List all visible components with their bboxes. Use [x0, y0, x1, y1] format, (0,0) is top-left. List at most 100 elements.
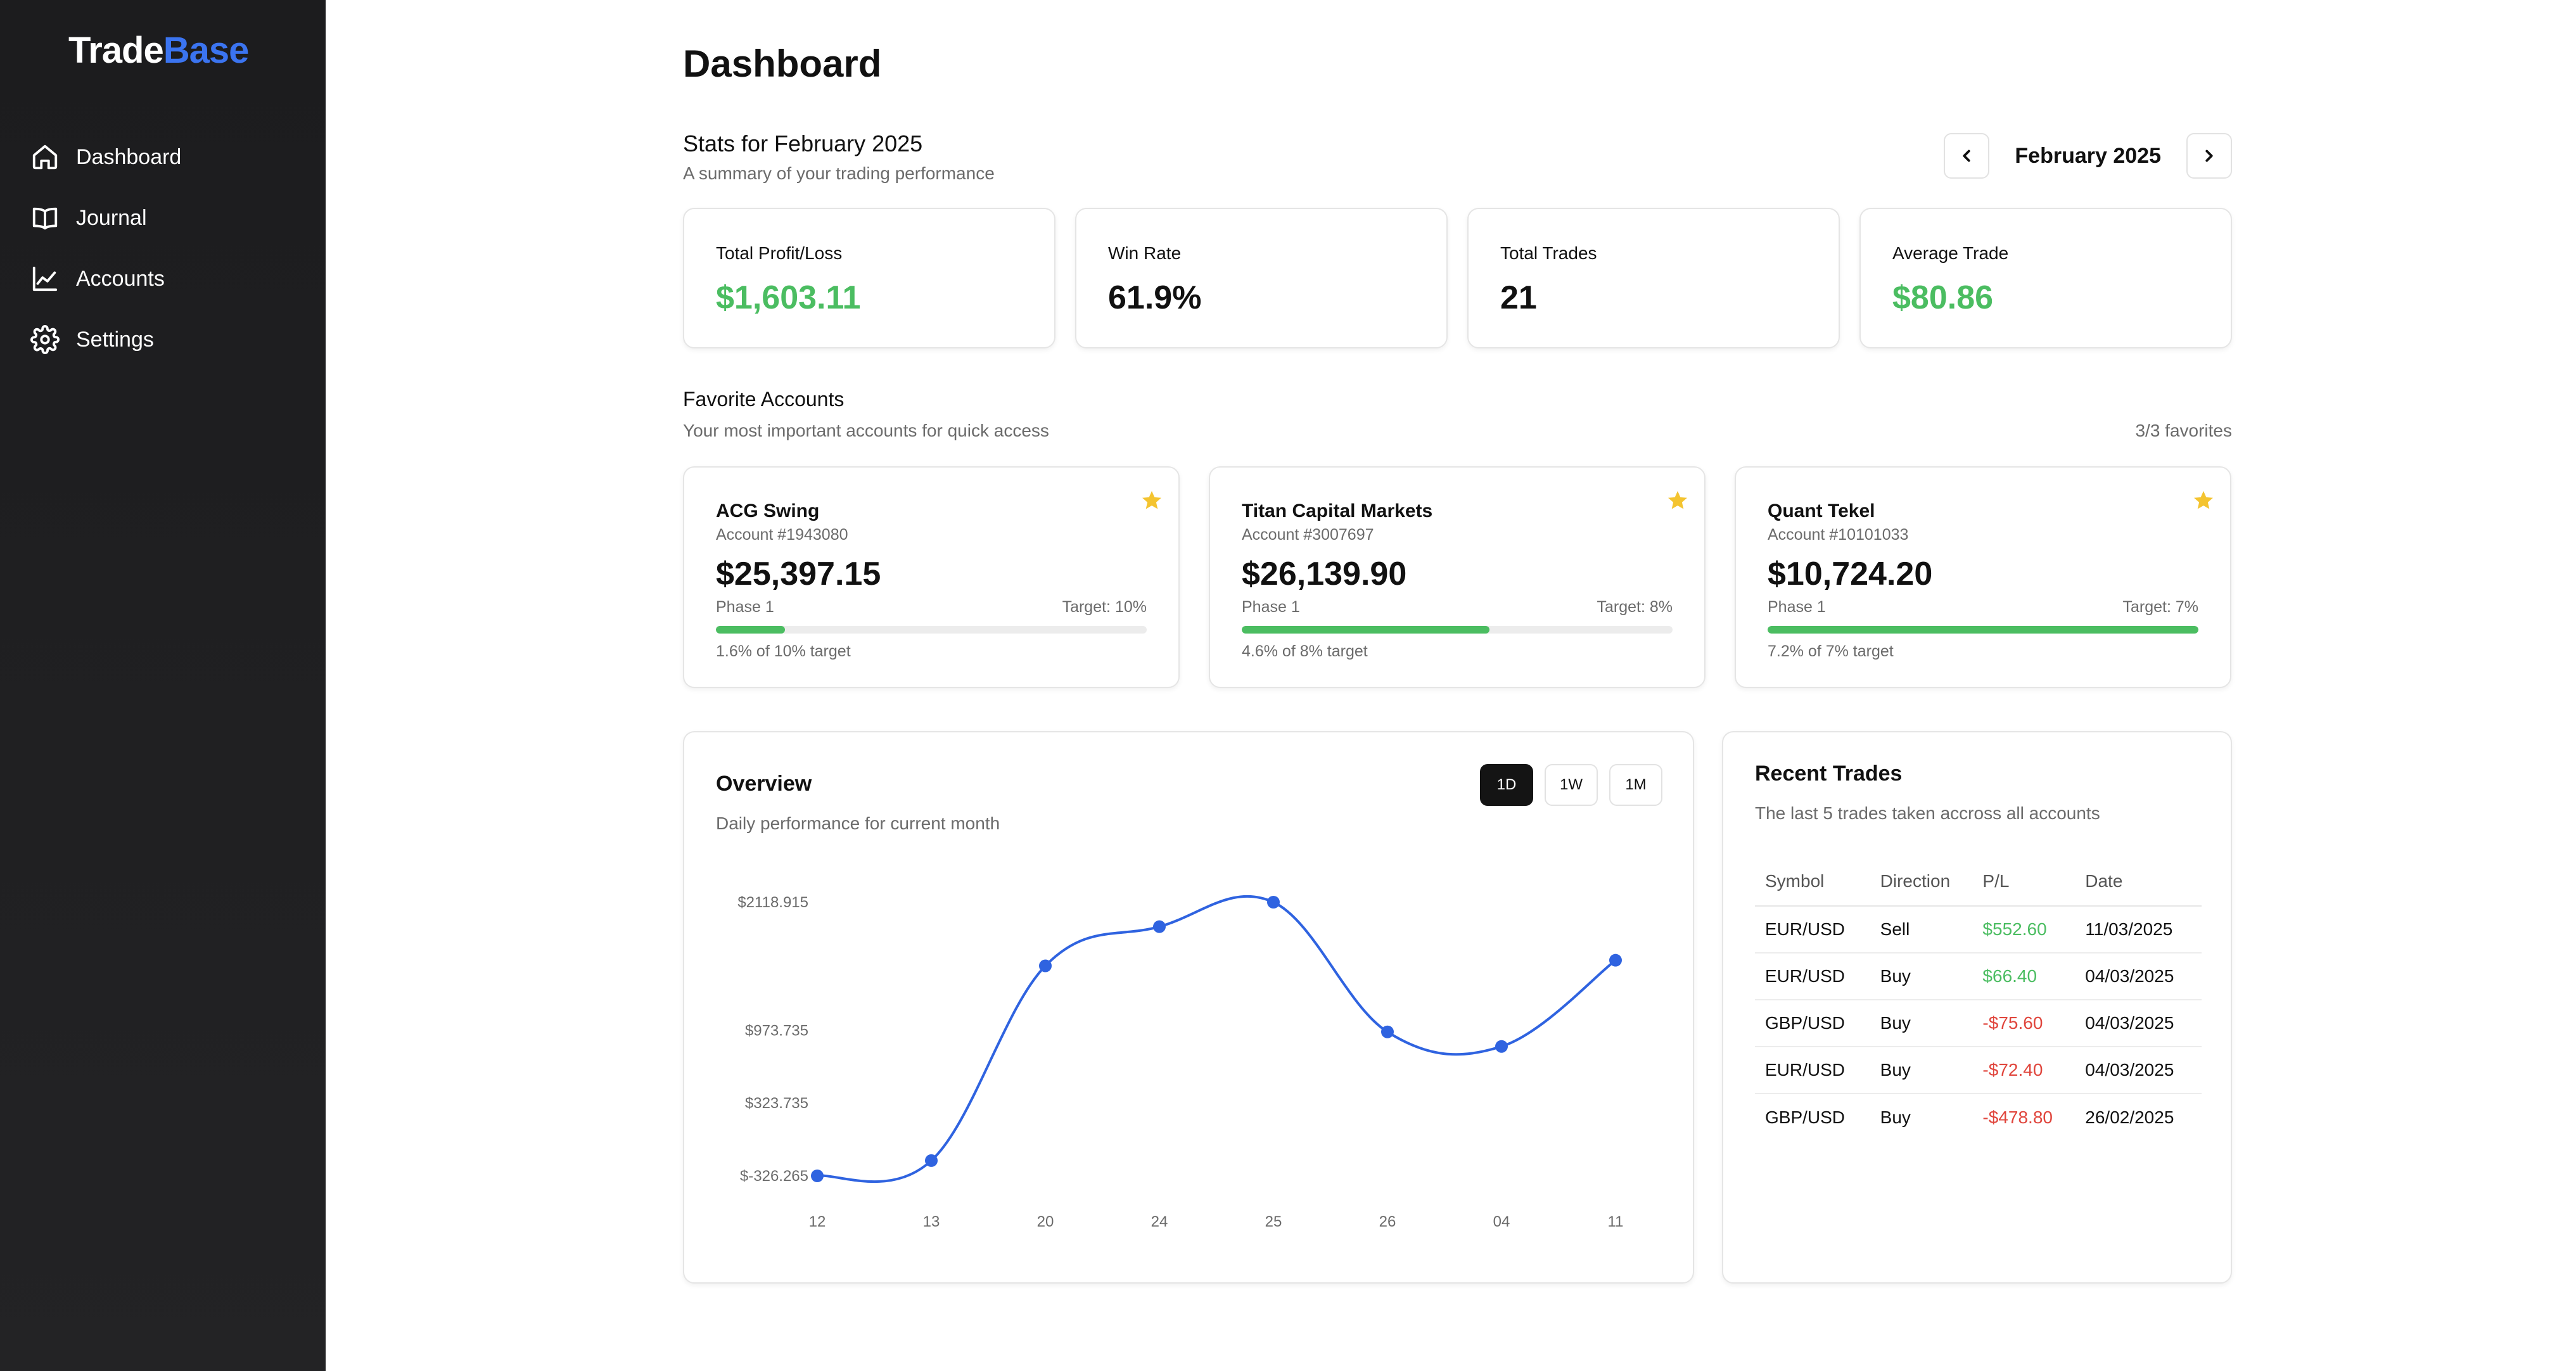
- trade-symbol: EUR/USD: [1755, 906, 1870, 953]
- sidebar-item-label: Settings: [76, 327, 154, 352]
- trade-direction: Sell: [1870, 906, 1973, 953]
- trade-pl: $552.60: [1972, 906, 2075, 953]
- trade-direction: Buy: [1870, 1000, 1973, 1047]
- account-card[interactable]: ACG Swing Account #1943080 $25,397.15 Ph…: [683, 466, 1180, 688]
- table-row[interactable]: GBP/USD Buy -$75.60 04/03/2025: [1755, 1000, 2202, 1047]
- account-name: Quant Tekel: [1768, 501, 1875, 521]
- trade-symbol: EUR/USD: [1755, 1047, 1870, 1094]
- trade-pl: -$478.80: [1982, 1107, 2053, 1127]
- data-point[interactable]: [1039, 959, 1052, 972]
- sidebar-item-journal[interactable]: Journal: [30, 188, 181, 248]
- column-header-direction: Direction: [1870, 857, 1973, 907]
- page-title: Dashboard: [683, 42, 882, 85]
- logo-accent: Base: [163, 30, 250, 71]
- x-tick-label: 20: [1037, 1213, 1054, 1230]
- account-progress-text: 1.6% of 10% target: [716, 642, 851, 660]
- data-point[interactable]: [811, 1170, 824, 1182]
- stat-card-average-trade: Average Trade $80.86: [1859, 208, 2232, 348]
- account-phase: Phase 1: [716, 598, 774, 616]
- data-point[interactable]: [1609, 953, 1622, 967]
- x-tick-label: 25: [1265, 1213, 1282, 1230]
- logo-main: Trade: [68, 30, 164, 71]
- x-tick-label: 13: [923, 1213, 940, 1230]
- range-1m-button[interactable]: 1M: [1609, 764, 1662, 806]
- trade-date: 04/03/2025: [2075, 953, 2202, 1000]
- chart-line-icon: [32, 266, 58, 291]
- sidebar-nav: Dashboard Journal Accounts Settings: [30, 127, 181, 370]
- chevron-right-icon: [2205, 150, 2213, 162]
- trade-date: 04/03/2025: [2075, 1000, 2202, 1047]
- account-card[interactable]: Titan Capital Markets Account #3007697 $…: [1209, 466, 1706, 688]
- progress-fill: [716, 626, 785, 634]
- table-row[interactable]: EUR/USD Buy -$72.40 04/03/2025: [1755, 1047, 2202, 1094]
- progress-fill: [1768, 626, 2198, 634]
- range-selector: 1D 1W 1M: [1480, 764, 1662, 806]
- data-point[interactable]: [1267, 896, 1280, 909]
- month-label: February 2025: [2015, 143, 2161, 168]
- sidebar-item-label: Dashboard: [76, 144, 182, 169]
- trade-symbol: GBP/USD: [1765, 1107, 1846, 1127]
- overview-panel: Overview Daily performance for current m…: [683, 731, 1694, 1284]
- stat-value: $1,603.11: [716, 279, 861, 316]
- account-balance: $10,724.20: [1768, 556, 1933, 592]
- progress-bar: [716, 626, 1147, 634]
- trade-date: 11/03/2025: [2075, 906, 2202, 953]
- gear-icon: [30, 325, 60, 354]
- next-month-button[interactable]: [2186, 133, 2232, 179]
- stat-card-total-trades: Total Trades 21: [1467, 208, 1840, 348]
- trade-direction: Buy: [1870, 1047, 1973, 1094]
- trade-direction: Buy: [1870, 953, 1973, 1000]
- favorites-count: 3/3 favorites: [2135, 421, 2232, 440]
- favorites-subtitle: Your most important accounts for quick a…: [683, 421, 1049, 440]
- favorites-title: Favorite Accounts: [683, 388, 845, 411]
- account-card[interactable]: Quant Tekel Account #10101033 $10,724.20…: [1735, 466, 2231, 688]
- data-point[interactable]: [925, 1154, 938, 1167]
- sidebar-item-label: Journal: [76, 205, 147, 230]
- account-name: ACG Swing: [716, 501, 820, 521]
- account-phase: Phase 1: [1242, 598, 1300, 616]
- trade-direction: Buy: [1880, 1107, 1911, 1127]
- star-icon[interactable]: [2192, 489, 2215, 512]
- trade-date: 04/03/2025: [2075, 1047, 2202, 1094]
- x-tick-label: 26: [1379, 1213, 1396, 1230]
- column-header-pl: P/L: [1972, 857, 2075, 907]
- home-icon: [32, 144, 58, 170]
- stat-label: Total Trades: [1500, 243, 1597, 263]
- x-tick-label: 04: [1493, 1213, 1510, 1230]
- overview-line-chart: $2118.915 $973.735 $323.735 $-326.265 12 13 20…: [737, 894, 1623, 1230]
- table-row[interactable]: EUR/USD Buy $66.40 04/03/2025: [1755, 953, 2202, 1000]
- data-point[interactable]: [1153, 920, 1166, 933]
- prev-month-button[interactable]: [1944, 133, 1990, 179]
- recent-trades-panel: Recent Trades The last 5 trades taken ac…: [1722, 731, 2232, 1284]
- app-logo[interactable]: TradeBase: [68, 29, 250, 72]
- stat-value: $80.86: [1892, 279, 1994, 316]
- stat-label: Win Rate: [1108, 243, 1182, 263]
- progress-bar: [1768, 626, 2198, 634]
- account-name: Titan Capital Markets: [1242, 501, 1433, 521]
- recent-trades-subtitle: The last 5 trades taken accross all acco…: [1755, 803, 2100, 823]
- table-row[interactable]: GBP/USD Buy -$478.80 26/02/2025: [1755, 1094, 2202, 1140]
- column-header-symbol: Symbol: [1755, 857, 1870, 907]
- account-target: Target: 7%: [2122, 598, 2198, 616]
- sidebar-item-accounts[interactable]: Accounts: [30, 248, 181, 309]
- sidebar-item-dashboard[interactable]: Dashboard: [30, 127, 181, 188]
- sidebar: TradeBase Dashboard Journal Accounts Set…: [0, 0, 326, 1371]
- stat-label: Total Profit/Loss: [716, 243, 843, 263]
- data-point[interactable]: [1495, 1040, 1508, 1053]
- data-point[interactable]: [1381, 1025, 1394, 1038]
- range-1w-button[interactable]: 1W: [1545, 764, 1598, 806]
- stat-card-win-rate: Win Rate 61.9%: [1075, 208, 1448, 348]
- account-number: Account #10101033: [1768, 526, 1909, 544]
- table-row[interactable]: EUR/USD Sell $552.60 11/03/2025: [1755, 906, 2202, 953]
- series-line: [817, 895, 1617, 1183]
- star-icon[interactable]: [1140, 489, 1163, 512]
- recent-trades-title: Recent Trades: [1755, 762, 1903, 786]
- star-icon[interactable]: [1666, 489, 1689, 512]
- stats-title: Stats for February 2025: [683, 131, 923, 156]
- account-number: Account #3007697: [1242, 526, 1374, 544]
- sidebar-item-settings[interactable]: Settings: [30, 309, 181, 370]
- range-1d-button[interactable]: 1D: [1480, 764, 1533, 806]
- trade-pl: -$75.60: [1972, 1000, 2075, 1047]
- account-target: Target: 8%: [1597, 598, 1673, 616]
- stat-value: 61.9%: [1108, 279, 1202, 316]
